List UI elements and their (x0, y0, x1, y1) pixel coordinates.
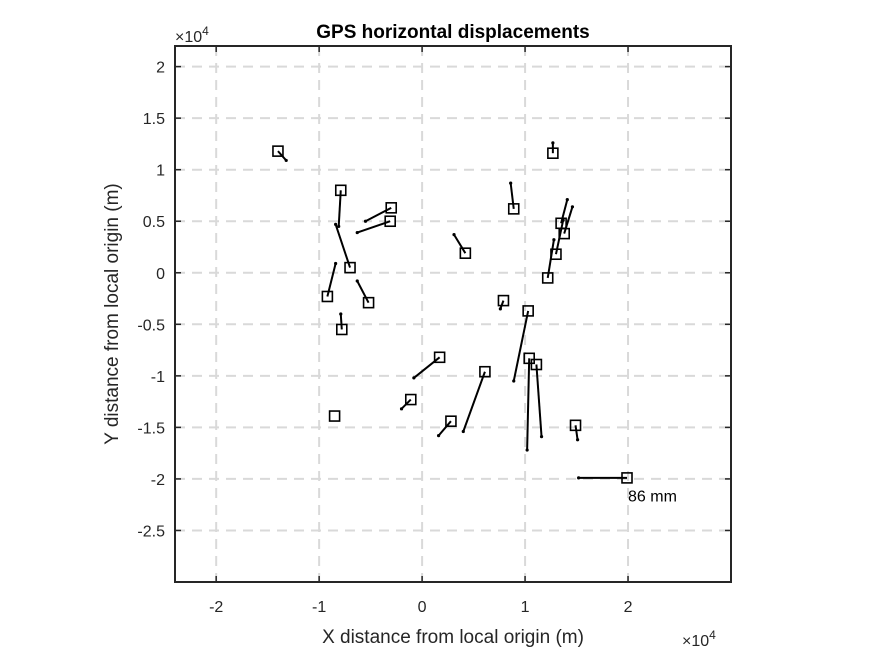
vector-tip (565, 197, 569, 202)
station-marker (445, 415, 457, 428)
y-exponent-power: 4 (202, 24, 209, 38)
vector-tip (577, 476, 581, 480)
x-exponent-base: ×10 (682, 633, 709, 650)
station-marker (272, 145, 284, 157)
vector-tip (363, 219, 368, 223)
x-tick-label: -2 (209, 599, 223, 616)
station-marker (335, 323, 348, 336)
tick-labels: -2 -1 0 1 2 -2.5 -2 -1.5 -1 -0.5 0 0.5 1 1.5 2 (137, 60, 632, 616)
x-axis-label: X distance from local origin (m) (322, 627, 584, 648)
vector-tip (512, 379, 516, 383)
vector-tip (355, 279, 359, 283)
vector-tip (575, 438, 580, 442)
station-marker (522, 305, 534, 317)
x-axis-exponent: ×104 (682, 628, 716, 650)
station-marker (507, 203, 520, 215)
station-marker (550, 248, 562, 261)
vector-tip (561, 218, 565, 222)
displacement-vector (365, 206, 392, 223)
vector-tip (498, 307, 502, 311)
vector-tip (412, 376, 416, 380)
annotations: 86 mm (628, 489, 677, 506)
plot-frame (174, 45, 732, 583)
vector-tip (551, 141, 555, 145)
station-marker (459, 247, 472, 259)
station-marker (497, 294, 510, 307)
displacement-vector (334, 224, 351, 268)
y-tick-label: 0.5 (143, 214, 165, 231)
vector-tip (552, 238, 556, 242)
displacement-vector (462, 371, 486, 432)
y-tick-label: 1 (156, 163, 165, 180)
displacement-vector (526, 358, 531, 451)
vector-tip (570, 205, 575, 209)
y-axis-label: Y distance from local origin (m) (102, 183, 123, 445)
displacement-vector (337, 190, 342, 227)
displacement-vector (509, 182, 515, 209)
displacement-vector (437, 420, 452, 437)
vector-tip (539, 435, 544, 439)
station-marker (384, 215, 396, 228)
station-marker (523, 352, 535, 365)
station-marker (558, 227, 571, 240)
displacement-vector (574, 425, 579, 440)
x-tick-label: -1 (312, 599, 326, 616)
vector-tip (399, 407, 404, 411)
y-tick-label: -2 (151, 472, 165, 489)
vector-tip (334, 222, 338, 226)
scale-annotation: 86 mm (628, 489, 677, 506)
station-marker (541, 272, 554, 284)
vector-tip (339, 312, 343, 316)
station-marker (321, 290, 334, 303)
x-tick-label: 1 (521, 599, 530, 616)
y-tick-label: 0 (156, 266, 165, 283)
displacement-vector (356, 280, 370, 304)
vector-tip (334, 261, 338, 266)
station-marker (433, 351, 446, 364)
station-marker (344, 261, 356, 274)
y-tick-label: -2.5 (137, 523, 165, 540)
station-marker (530, 358, 543, 371)
displacement-vector (512, 310, 530, 382)
x-exponent-power: 4 (709, 628, 716, 642)
station-marker (621, 472, 633, 484)
station-marker (569, 419, 582, 432)
y-axis-exponent: ×104 (175, 24, 209, 46)
station-marker (328, 410, 341, 422)
chart-title: GPS horizontal displacements (316, 22, 589, 43)
vector-tip (452, 233, 456, 237)
displacement-vector (339, 313, 343, 330)
x-tick-label: 0 (418, 599, 427, 616)
y-tick-label: -0.5 (137, 317, 165, 334)
vector-tip (509, 181, 513, 185)
vector-tip (355, 230, 359, 235)
displacement-vectors (277, 141, 628, 480)
y-tick-label: 1.5 (143, 111, 165, 128)
station-marker (362, 296, 375, 309)
station-marker (334, 184, 347, 197)
station-marker (547, 147, 559, 159)
y-tick-label: -1.5 (137, 420, 165, 437)
axis-ticks (175, 46, 731, 582)
grid (175, 46, 731, 582)
y-tick-label: -1 (151, 369, 165, 386)
y-exponent-base: ×10 (175, 29, 202, 46)
vector-tip (525, 448, 529, 452)
vector-tip (284, 158, 288, 163)
station-marker (404, 393, 417, 406)
vector-tip (337, 224, 341, 228)
x-tick-label: 2 (624, 599, 633, 616)
displacement-vector (535, 364, 543, 437)
displacement-vector (413, 356, 441, 379)
displacement-vector (453, 234, 467, 254)
y-tick-label: 2 (156, 60, 165, 77)
station-marker (385, 202, 398, 214)
vector-tip (461, 429, 465, 434)
station-markers (272, 145, 633, 484)
vector-tip (436, 434, 441, 438)
station-marker (479, 365, 491, 378)
